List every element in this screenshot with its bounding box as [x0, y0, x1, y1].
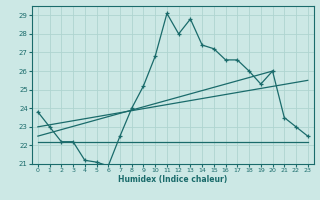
- X-axis label: Humidex (Indice chaleur): Humidex (Indice chaleur): [118, 175, 228, 184]
